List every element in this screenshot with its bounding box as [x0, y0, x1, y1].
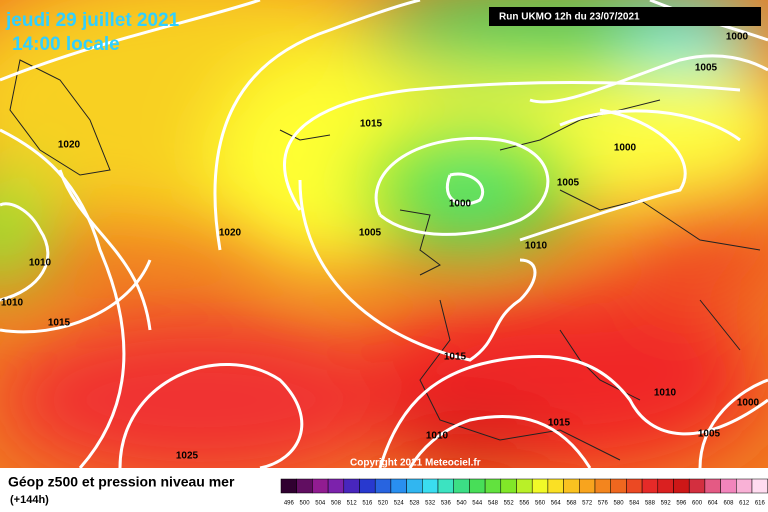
colorbar-swatch	[280, 478, 297, 494]
colorbar-label: 616	[755, 501, 766, 507]
colorbar-swatch	[547, 478, 564, 494]
legend-lead: (+144h)	[10, 494, 49, 506]
isobar-label: 1010	[1, 298, 24, 309]
colorbar-label: 540	[457, 501, 468, 507]
isobar-label: 1005	[695, 63, 718, 74]
colorbar-swatch	[736, 478, 753, 494]
colorbar-label: 600	[692, 501, 703, 507]
colorbar-swatch	[594, 478, 611, 494]
isobar-label: 1010	[426, 431, 449, 442]
isobar-label: 1000	[737, 398, 760, 409]
colorbar-swatch	[374, 478, 392, 494]
colorbar-label: 520	[378, 501, 389, 507]
colorbar-swatch	[720, 478, 737, 494]
colorbar-label: 584	[629, 501, 640, 507]
date: jeudi 29 juillet 2021	[5, 10, 180, 31]
isobar-label: 1010	[525, 241, 548, 252]
colorbar-swatch	[563, 478, 580, 494]
colorbar-label: 612	[739, 501, 750, 507]
colorbar-swatch	[327, 478, 345, 494]
colorbar-swatch	[437, 478, 454, 494]
isobar-label: 1000	[449, 199, 472, 210]
colorbar-swatch	[579, 478, 596, 494]
isobar-label: 1015	[48, 318, 71, 329]
legend-title: Géop z500 et pression niveau mer	[8, 474, 235, 490]
run: Run UKMO 12h du 23/07/2021	[499, 12, 640, 23]
isobar-label: 1005	[359, 228, 382, 239]
colorbar-label: 580	[614, 501, 625, 507]
colorbar-swatch	[469, 478, 486, 494]
colorbar-swatch	[406, 478, 423, 494]
colorbar-label: 596	[676, 501, 687, 507]
isobar-label: 1015	[360, 119, 383, 130]
colorbar-label: 548	[488, 501, 499, 507]
isobar-label: 1005	[698, 429, 721, 440]
colorbar-swatch	[688, 478, 706, 494]
colorbar-swatch	[673, 478, 690, 494]
isobar-label: 1025	[176, 451, 199, 462]
isobar-label: 1020	[58, 140, 81, 151]
colorbar-label: 604	[708, 501, 719, 507]
colorbar-label: 516	[362, 501, 373, 507]
colorbar-label: 512	[347, 501, 358, 507]
colorbar-label: 528	[409, 501, 420, 507]
colorbar-label: 568	[566, 501, 577, 507]
colorbar-swatch	[343, 478, 360, 494]
colorbar-swatch	[610, 478, 627, 494]
colorbar-label: 560	[535, 501, 546, 507]
run-box	[489, 7, 761, 26]
colorbar-label: 532	[425, 501, 436, 507]
isobar-label: 1000	[726, 32, 749, 43]
colorbar-swatch	[500, 478, 517, 494]
colorbar-swatch	[453, 478, 470, 494]
colorbar-swatch	[751, 478, 768, 494]
colorbar-label: 504	[315, 501, 326, 507]
isobar-label: 1005	[557, 178, 580, 189]
colorbar-label: 572	[582, 501, 593, 507]
colorbar-swatch	[422, 478, 439, 494]
time: 14:00 locale	[12, 34, 120, 55]
colorbar-swatch	[359, 478, 376, 494]
copyright: Copyright 2021 Meteociel.fr	[350, 458, 481, 469]
colorbar-label: 552	[504, 501, 515, 507]
colorbar-label: 556	[519, 501, 530, 507]
colorbar-swatch	[296, 478, 313, 494]
isobar-label: 1010	[29, 258, 52, 269]
field	[0, 0, 768, 468]
colorbar-label: 508	[331, 501, 342, 507]
colorbar-swatch	[312, 478, 329, 494]
colorbar-label: 564	[551, 501, 562, 507]
colorbar-label: 536	[441, 501, 452, 507]
colorbar-swatch	[657, 478, 674, 494]
isobar-label: 1010	[654, 388, 677, 399]
colorbar-label: 576	[598, 501, 609, 507]
colorbar-label: 608	[723, 501, 734, 507]
colorbar-swatch	[641, 478, 659, 494]
colorbar-label: 500	[300, 501, 311, 507]
colorbar-label: 496	[284, 501, 295, 507]
colorbar-label: 544	[472, 501, 483, 507]
colorbar-label: 524	[394, 501, 405, 507]
colorbar-swatch	[626, 478, 643, 494]
colorbar-swatch	[531, 478, 549, 494]
colorbar-label: 588	[645, 501, 656, 507]
isobar-label: 1020	[219, 228, 242, 239]
colorbar-label: 592	[661, 501, 672, 507]
isobar-label: 1000	[614, 143, 637, 154]
colorbar-swatch	[704, 478, 721, 494]
colorbar-swatch	[390, 478, 407, 494]
colorbar-swatch	[484, 478, 502, 494]
colorbar-swatch	[516, 478, 533, 494]
isobar-label: 1015	[444, 352, 467, 363]
isobar-label: 1015	[548, 418, 571, 429]
